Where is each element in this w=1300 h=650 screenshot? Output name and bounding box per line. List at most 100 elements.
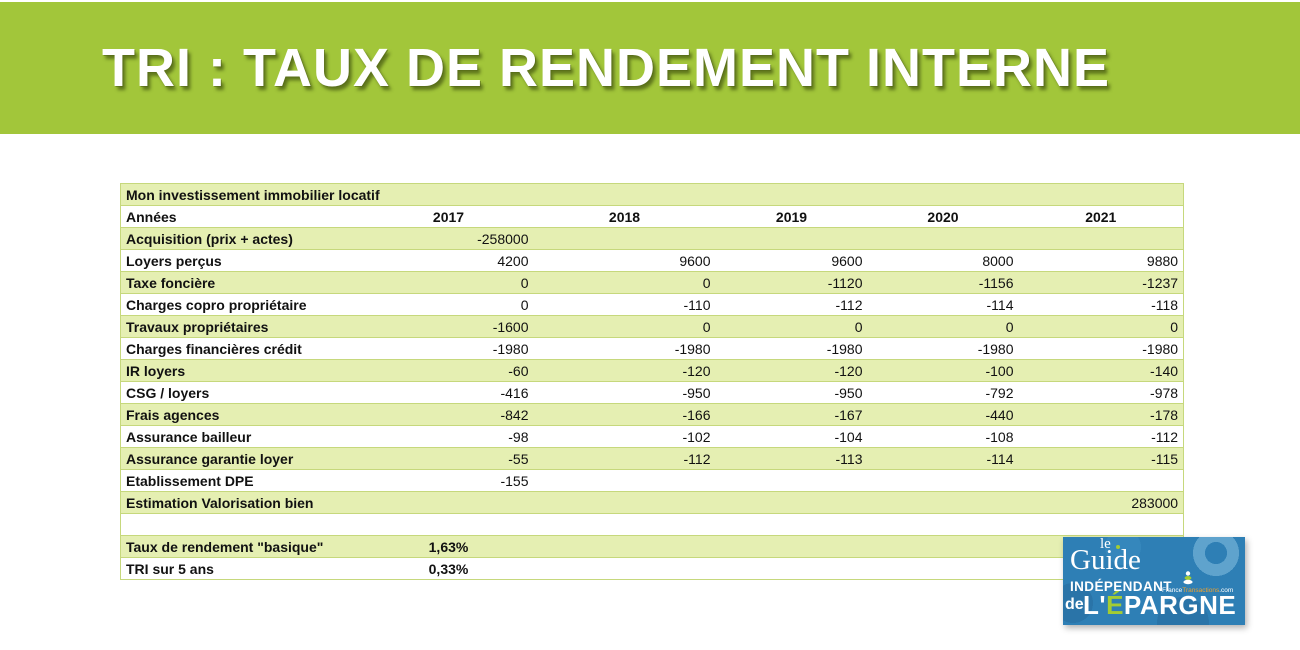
cell-value: -178: [1018, 403, 1184, 426]
cell-value: -1980: [867, 337, 1019, 360]
logo-green-dot: [1116, 545, 1120, 549]
table-row: Assurance garantie loyer -55 -112 -113 -…: [120, 447, 1184, 470]
table-row: Frais agences -842 -166 -167 -440 -178: [120, 403, 1184, 426]
table-row: Charges financières crédit -1980 -1980 -…: [120, 337, 1184, 360]
row-label: Etablissement DPE: [120, 469, 364, 492]
cell-value: -120: [533, 359, 716, 382]
row-label: Frais agences: [120, 403, 364, 426]
cell-value: -114: [867, 447, 1019, 470]
cell-value: 0: [1018, 315, 1184, 338]
cell-value: -112: [715, 293, 868, 316]
table-year-header-row: Années 2017 2018 2019 2020 2021: [120, 205, 1184, 228]
cell-value: 0: [715, 315, 868, 338]
summary-row-tri: TRI sur 5 ans 0,33%: [120, 557, 1184, 580]
table-row: Charges copro propriétaire 0 -110 -112 -…: [120, 293, 1184, 316]
cell-value: [867, 469, 1019, 492]
cell-value: -140: [1018, 359, 1184, 382]
cell-value: -166: [533, 403, 716, 426]
cell-value: [533, 469, 716, 492]
cell-value: -102: [533, 425, 716, 448]
table-row: Travaux propriétaires -1600 0 0 0 0: [120, 315, 1184, 338]
year-2021: 2021: [1018, 205, 1184, 228]
table-row: Etablissement DPE -155: [120, 469, 1184, 492]
cell-value: -1600: [363, 315, 534, 338]
year-2017: 2017: [363, 205, 534, 228]
logo-guide-text: Guide: [1070, 544, 1141, 576]
spacer-cell: [120, 513, 1184, 536]
logo-epargne-text: L'ÉPARGNE: [1083, 590, 1237, 620]
cell-value: 0: [867, 315, 1019, 338]
cell-value: -113: [715, 447, 868, 470]
years-label: Années: [120, 205, 364, 228]
table-row: Estimation Valorisation bien 283000: [120, 491, 1184, 514]
cell-value: -416: [363, 381, 534, 404]
cell-value: -112: [533, 447, 716, 470]
row-label: Charges copro propriétaire: [120, 293, 364, 316]
row-label: Estimation Valorisation bien: [120, 491, 364, 514]
cell-value: 9600: [533, 249, 716, 272]
cell-value: -1980: [363, 337, 534, 360]
cell-value: -950: [715, 381, 868, 404]
table-row: CSG / loyers -416 -950 -950 -792 -978: [120, 381, 1184, 404]
cell-value: 0: [363, 293, 534, 316]
table-row: IR loyers -60 -120 -120 -100 -140: [120, 359, 1184, 382]
cell-value: -112: [1018, 425, 1184, 448]
row-label: Acquisition (prix + actes): [120, 227, 364, 250]
cell-value: 283000: [1018, 491, 1184, 514]
cell-value: [1018, 469, 1184, 492]
logo-le-text: le: [1100, 537, 1111, 552]
france-transactions-icon: [1182, 571, 1194, 590]
investment-table: Mon investissement immobilier locatif An…: [120, 183, 1185, 580]
row-label: Assurance bailleur: [120, 425, 364, 448]
cell-value: -1120: [715, 271, 868, 294]
cell-value: 0: [533, 271, 716, 294]
cell-value: -1237: [1018, 271, 1184, 294]
year-2018: 2018: [533, 205, 716, 228]
cell-value: -155: [363, 469, 534, 492]
row-label: Taxe foncière: [120, 271, 364, 294]
cell-value: -1980: [715, 337, 868, 360]
table-row: Assurance bailleur -98 -102 -104 -108 -1…: [120, 425, 1184, 448]
cell-value: -792: [867, 381, 1019, 404]
cell-value: -842: [363, 403, 534, 426]
cell-value: -100: [867, 359, 1019, 382]
cell-value: -120: [715, 359, 868, 382]
cell-value: -1980: [1018, 337, 1184, 360]
summary-label: TRI sur 5 ans: [120, 557, 364, 580]
cell-value: 0: [363, 271, 534, 294]
cell-value: -55: [363, 447, 534, 470]
table-row: Loyers perçus 4200 9600 9600 8000 9880: [120, 249, 1184, 272]
row-label: CSG / loyers: [120, 381, 364, 404]
cell-value: 0: [533, 315, 716, 338]
cell-value: -98: [363, 425, 534, 448]
cell-value: -258000: [363, 227, 534, 250]
cell-value: 9880: [1018, 249, 1184, 272]
cell-value: [715, 469, 868, 492]
logo-independant-text: INDÉPENDANT: [1070, 579, 1172, 594]
row-label: Charges financières crédit: [120, 337, 364, 360]
table-row: Taxe foncière 0 0 -1120 -1156 -1237: [120, 271, 1184, 294]
page-title: TRI : TAUX DE RENDEMENT INTERNE: [102, 38, 1111, 98]
summary-row-rendement: Taux de rendement "basique" 1,63%: [120, 535, 1184, 558]
cell-value: -978: [1018, 381, 1184, 404]
row-label: Loyers perçus: [120, 249, 364, 272]
cell-value: 9600: [715, 249, 868, 272]
year-2020: 2020: [867, 205, 1019, 228]
cell-value: -110: [533, 293, 716, 316]
year-2019: 2019: [715, 205, 868, 228]
logo-de-text: de: [1065, 596, 1084, 613]
tri-5-ans-value: 0,33%: [363, 557, 534, 580]
cell-value: [867, 227, 1019, 250]
spacer-row: [120, 513, 1184, 536]
cell-value: -114: [867, 293, 1019, 316]
summary-label: Taux de rendement "basique": [120, 535, 364, 558]
table-caption-row: Mon investissement immobilier locatif: [120, 183, 1184, 206]
cell-value: -118: [1018, 293, 1184, 316]
cell-value: [715, 491, 868, 514]
cell-value: -1980: [533, 337, 716, 360]
cell-value: [363, 491, 534, 514]
table-caption: Mon investissement immobilier locatif: [120, 183, 1184, 206]
cell-value: [533, 227, 716, 250]
cell-value: -60: [363, 359, 534, 382]
cell-value: -440: [867, 403, 1019, 426]
